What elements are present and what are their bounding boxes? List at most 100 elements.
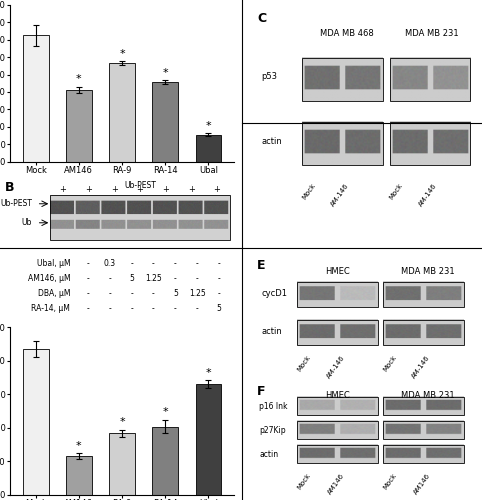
Bar (196, 384, 221, 495)
Text: F: F (257, 384, 266, 398)
Text: *: * (119, 417, 125, 427)
Text: -: - (174, 259, 177, 268)
Text: p27Kip: p27Kip (259, 426, 286, 434)
Text: C: C (257, 12, 266, 25)
Text: 1.25: 1.25 (189, 289, 205, 298)
Bar (109, 64, 135, 162)
Text: DBA, μM: DBA, μM (38, 289, 70, 298)
Text: -: - (87, 259, 89, 268)
Text: Mock: Mock (382, 472, 397, 490)
Text: -: - (196, 274, 199, 283)
Text: -: - (87, 289, 89, 298)
Text: +: + (85, 184, 92, 194)
Text: 5: 5 (129, 274, 134, 283)
Bar (297, 397, 378, 415)
Text: *: * (119, 48, 125, 58)
Text: p53: p53 (261, 72, 278, 81)
Text: +: + (188, 184, 195, 194)
Text: -: - (174, 304, 177, 313)
Text: +: + (111, 184, 118, 194)
Bar (389, 122, 470, 165)
Bar (383, 421, 464, 439)
Text: -: - (152, 289, 155, 298)
Text: AM146: AM146 (412, 472, 431, 496)
Text: 0.3: 0.3 (104, 259, 116, 268)
Text: -: - (108, 304, 111, 313)
Text: -: - (152, 304, 155, 313)
Text: -: - (87, 274, 89, 283)
Text: actin: actin (261, 136, 282, 145)
Text: 5: 5 (216, 304, 221, 313)
Text: MDA MB 231: MDA MB 231 (405, 29, 459, 38)
Bar (50, 195, 230, 240)
Text: Ub-PEST: Ub-PEST (0, 200, 32, 208)
Text: Mock: Mock (296, 472, 312, 490)
Text: MDA MB 468: MDA MB 468 (320, 29, 374, 38)
Text: -: - (130, 304, 133, 313)
Text: Mock: Mock (296, 354, 312, 372)
Text: RA-14, μM: RA-14, μM (31, 304, 70, 313)
Bar (383, 397, 464, 415)
Text: *: * (206, 120, 211, 130)
Text: *: * (206, 368, 211, 378)
Text: Ubal, μM: Ubal, μM (37, 259, 70, 268)
Bar (297, 445, 378, 463)
Text: Ub: Ub (22, 218, 32, 228)
Bar (297, 320, 378, 345)
Text: -: - (174, 274, 177, 283)
Text: E: E (257, 260, 266, 272)
Text: Mock: Mock (389, 182, 404, 201)
Text: -: - (218, 259, 220, 268)
Text: AM-146: AM-146 (418, 182, 438, 207)
Text: HMEC: HMEC (325, 268, 350, 276)
Text: actin: actin (261, 326, 282, 336)
Bar (152, 426, 178, 495)
Text: B: B (5, 182, 14, 194)
Bar (196, 134, 221, 162)
Text: *: * (162, 407, 168, 417)
Text: AM-146: AM-146 (325, 354, 346, 379)
Text: MDA MB 231: MDA MB 231 (401, 268, 455, 276)
Bar (297, 282, 378, 307)
Text: Mock: Mock (301, 182, 317, 201)
Text: -: - (130, 259, 133, 268)
Text: -: - (196, 304, 199, 313)
Text: *: * (76, 74, 81, 85)
Bar (383, 282, 464, 307)
Bar (23, 36, 49, 162)
Text: actin: actin (259, 450, 278, 458)
Bar (152, 82, 178, 162)
Text: p16 Ink: p16 Ink (259, 402, 288, 410)
Text: AM146, μM: AM146, μM (27, 274, 70, 283)
Bar (302, 58, 383, 100)
Text: -: - (152, 259, 155, 268)
Text: -: - (108, 289, 111, 298)
Text: +: + (136, 184, 144, 194)
Bar (66, 456, 92, 495)
Text: MDA MB 231: MDA MB 231 (401, 392, 455, 400)
Text: -: - (218, 289, 220, 298)
Text: +: + (214, 184, 221, 194)
Text: -: - (196, 259, 199, 268)
Text: +: + (59, 184, 67, 194)
Text: HMEC: HMEC (325, 392, 350, 400)
Text: -: - (218, 274, 220, 283)
Text: AM-146: AM-146 (330, 182, 350, 207)
Text: +: + (162, 184, 169, 194)
Bar (383, 320, 464, 345)
Text: cycD1: cycD1 (261, 289, 287, 298)
Bar (302, 122, 383, 165)
Text: 5: 5 (173, 289, 178, 298)
Text: AM-146: AM-146 (411, 354, 431, 379)
Bar (23, 350, 49, 495)
Text: 1.25: 1.25 (145, 274, 162, 283)
Text: *: * (162, 68, 168, 78)
Text: *: * (76, 440, 81, 450)
Bar (66, 90, 92, 162)
Bar (389, 58, 470, 100)
Text: Ub-PEST: Ub-PEST (124, 182, 156, 190)
Bar (383, 445, 464, 463)
Text: -: - (108, 274, 111, 283)
Text: Mock: Mock (382, 354, 397, 372)
Text: -: - (87, 304, 89, 313)
